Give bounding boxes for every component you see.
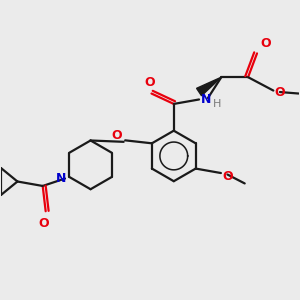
Text: O: O bbox=[260, 38, 271, 50]
Text: O: O bbox=[275, 85, 286, 98]
Text: N: N bbox=[200, 93, 211, 106]
Text: O: O bbox=[222, 169, 233, 182]
Text: N: N bbox=[56, 172, 66, 185]
Text: H: H bbox=[212, 99, 221, 109]
Polygon shape bbox=[196, 77, 221, 96]
Text: O: O bbox=[145, 76, 155, 89]
Text: O: O bbox=[112, 129, 122, 142]
Text: O: O bbox=[39, 217, 50, 230]
